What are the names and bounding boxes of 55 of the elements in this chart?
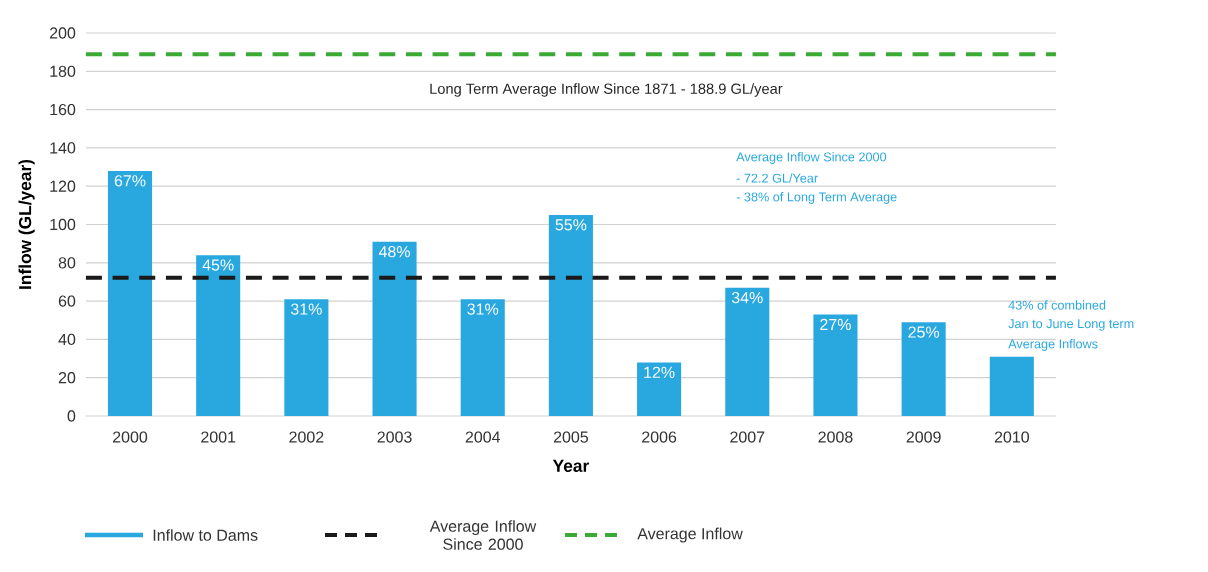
- y-tick-label: 120: [50, 180, 76, 192]
- legend-label: Average Inflow: [637, 527, 743, 543]
- annotation: 31%: [290, 303, 322, 315]
- annotation: Long Term Average Inflow Since 1871 - 188.9 GL/year: [430, 83, 783, 97]
- y-tick-label: 60: [58, 295, 76, 307]
- y-tick-label: 100: [50, 218, 76, 231]
- bar: [901, 322, 946, 416]
- y-tick-label: 200: [49, 27, 76, 39]
- y-tick-label: 180: [50, 65, 76, 77]
- y-tick-label: 40: [58, 333, 76, 346]
- annotation: 55%: [555, 219, 587, 231]
- x-tick-label: 2009: [906, 431, 941, 443]
- x-tick-label: 2005: [553, 431, 589, 443]
- x-axis-title: Year: [552, 459, 589, 472]
- annotation: 67%: [114, 175, 146, 187]
- bar: [284, 299, 329, 416]
- y-tick-label: 0: [67, 410, 76, 422]
- annotation: - 38% of Long Term Average: [736, 192, 897, 204]
- y-tick-label: 160: [50, 103, 76, 116]
- x-tick-label: 2001: [201, 431, 236, 443]
- annotation: 12%: [644, 366, 675, 378]
- bar: [196, 255, 241, 416]
- x-tick-label: 2002: [289, 431, 324, 443]
- x-tick-label: 2006: [642, 431, 677, 443]
- x-tick-label: 2004: [465, 431, 501, 443]
- ref-line-label: Average Inflow Since 2000: [429, 520, 537, 550]
- x-tick-label: 2008: [818, 431, 853, 443]
- y-axis-title: Inflow (GL/year): [18, 159, 35, 289]
- x-tick-label: 2003: [377, 431, 412, 443]
- annotation: 27%: [820, 318, 851, 331]
- annotation: 48%: [378, 246, 410, 258]
- annotation: - 72.2 GL/Year: [736, 173, 818, 183]
- x-tick-label: 2010: [994, 431, 1029, 443]
- bar: [989, 356, 1034, 416]
- bar: [637, 362, 682, 416]
- annotation: Jan to June Long term: [1008, 319, 1134, 331]
- x-tick-label: 2000: [113, 431, 148, 443]
- legend-label: Inflow to Dams: [153, 529, 258, 541]
- y-tick-label: 20: [58, 372, 76, 384]
- annotation: 43% of combined: [1008, 300, 1106, 310]
- annotation: 34%: [731, 291, 763, 304]
- y-tick-label: 80: [58, 257, 76, 269]
- annotation: 25%: [908, 326, 940, 338]
- x-tick-label: 2007: [730, 431, 765, 443]
- bar: [725, 287, 770, 416]
- bar: [813, 314, 858, 416]
- annotation: 31%: [467, 303, 499, 315]
- annotation: Average Inflow Since 2000: [736, 152, 887, 164]
- bar: [372, 241, 417, 416]
- annotation: Average Inflows: [1008, 339, 1098, 351]
- bar: [460, 299, 505, 416]
- y-tick-label: 140: [50, 142, 76, 154]
- bar: [107, 170, 153, 416]
- annotation: 45%: [202, 259, 234, 271]
- bar: [548, 214, 593, 416]
